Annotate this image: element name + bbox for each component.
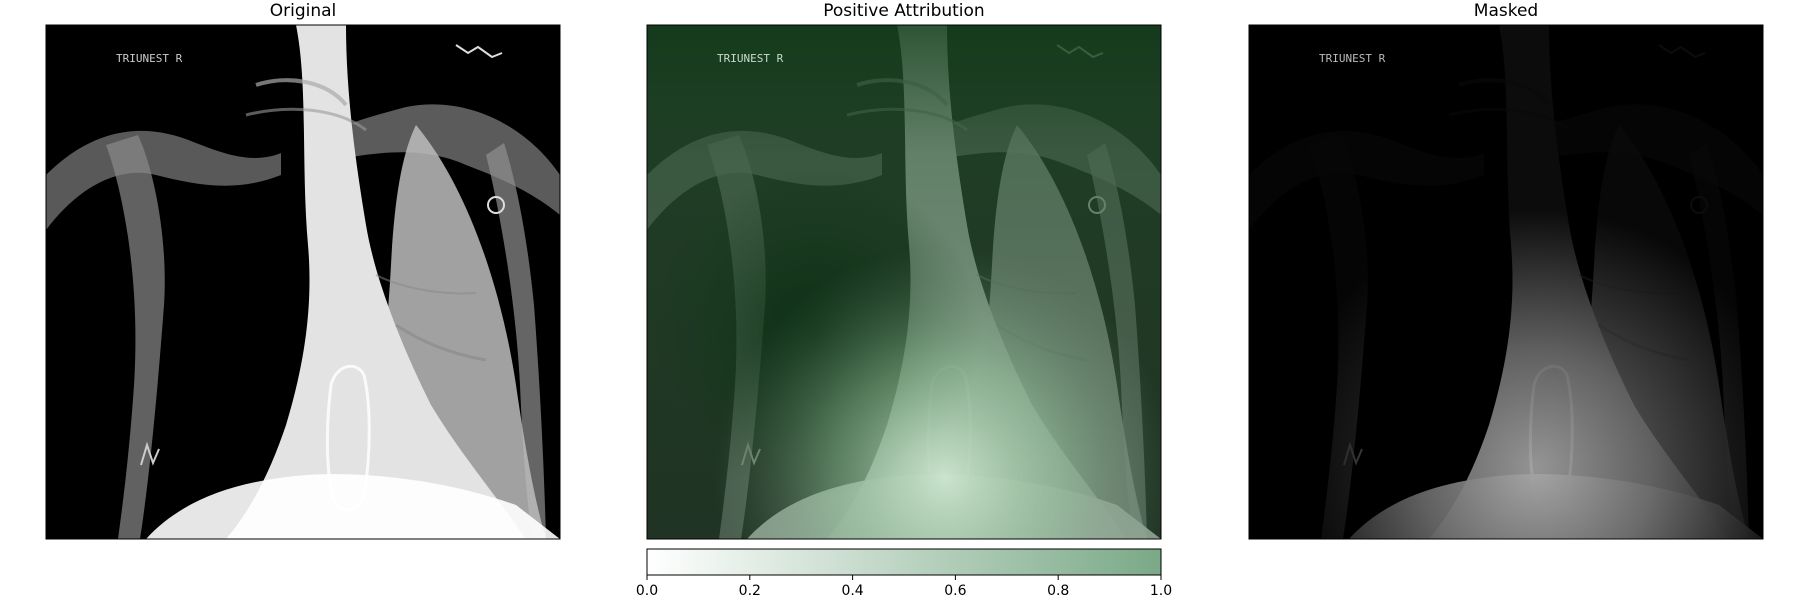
colorbar-tick-label: 0.4 bbox=[841, 583, 863, 599]
original-image-panel: TRIUNEST R bbox=[45, 24, 561, 540]
attribution-image-panel: TRIUNEST R bbox=[646, 24, 1162, 540]
colorbar-tick-label: 0.0 bbox=[636, 583, 658, 599]
panel-title-original: Original bbox=[270, 1, 337, 21]
panel-title-masked: Masked bbox=[1474, 1, 1538, 21]
attribution-marker-text: TRIUNEST R bbox=[717, 52, 784, 65]
colorbar-gradient bbox=[646, 548, 1162, 576]
colorbar-tick-label: 0.6 bbox=[944, 583, 966, 599]
masked-marker-text: TRIUNEST R bbox=[1319, 52, 1386, 65]
panel-title-attribution: Positive Attribution bbox=[823, 1, 984, 21]
image-marker-text: TRIUNEST R bbox=[116, 52, 183, 65]
colorbar-tick-label: 1.0 bbox=[1150, 583, 1172, 599]
colorbar-tick-label: 0.2 bbox=[739, 583, 761, 599]
masked-image-panel: TRIUNEST R bbox=[1248, 24, 1764, 540]
colorbar: 0.0 0.2 0.4 0.6 0.8 1.0 bbox=[636, 548, 1172, 599]
colorbar-tick-label: 0.8 bbox=[1047, 583, 1069, 599]
